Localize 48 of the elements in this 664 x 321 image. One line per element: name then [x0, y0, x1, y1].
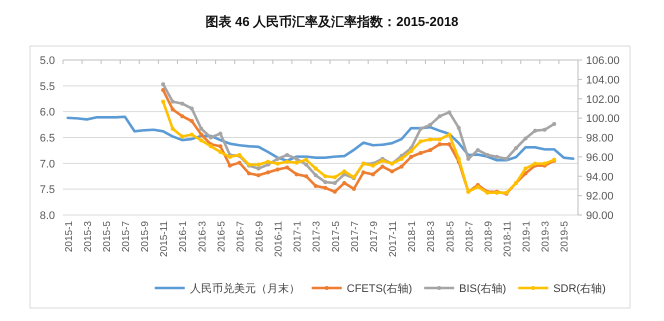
x-tick-label: 2017-7: [350, 220, 361, 252]
x-tick-label: 2017-11: [388, 220, 400, 257]
legend-label: CFETS(右轴): [346, 282, 412, 295]
y2-tick-label: 100.00: [586, 113, 620, 126]
y2-tick-label: 106.00: [586, 55, 620, 67]
x-tick-label: 2016-11: [274, 220, 285, 257]
y2-tick-label: 102.00: [586, 94, 620, 106]
x-tick-label: 2018-9: [483, 220, 494, 252]
y-tick-label: 5.0: [40, 55, 55, 67]
x-tick-label: 2016-5: [216, 220, 228, 252]
x-tick-label: 2018-1: [407, 220, 418, 252]
x-tick-label: 2015-5: [102, 220, 113, 252]
x-tick-label: 2016-9: [254, 220, 266, 252]
x-tick-label: 2017-9: [368, 220, 380, 252]
chart-title: 图表 46 人民币汇率及汇率指数：2015-2018: [206, 14, 458, 29]
legend-label: 人民币兑美元（月末）: [190, 282, 300, 295]
x-tick-label: 2019-5: [560, 220, 571, 252]
y2-tick-label: 96.00: [586, 152, 614, 164]
x-tick-label: 2017-1: [292, 220, 304, 252]
x-tick-label: 2015-3: [82, 220, 94, 252]
y-tick-label: 7.5: [40, 184, 55, 196]
legend-label: BIS(右轴): [459, 282, 506, 295]
x-tick-label: 2019-1: [522, 220, 533, 252]
y2-tick-label: 92.00: [586, 190, 614, 203]
y2-tick-label: 104.00: [586, 74, 620, 86]
x-tick-label: 2016-7: [235, 220, 246, 252]
x-tick-label: 2015-11: [159, 220, 170, 257]
x-tick-label: 2015-7: [120, 220, 132, 252]
y-tick-label: 8.0: [40, 210, 55, 222]
x-tick-label: 2019-3: [540, 220, 552, 252]
x-tick-label: 2016-3: [197, 220, 208, 252]
x-tick-label: 2015-9: [140, 220, 152, 252]
y2-tick-label: 90.00: [586, 210, 614, 222]
x-tick-label: 2018-7: [464, 220, 476, 252]
y-tick-label: 7.0: [40, 158, 55, 170]
y2-tick-label: 94.00: [586, 171, 614, 184]
x-tick-label: 2017-5: [330, 220, 342, 252]
x-tick-label: 2018-5: [445, 220, 456, 252]
x-tick-label: 2018-3: [426, 220, 438, 252]
y-tick-label: 5.5: [40, 80, 55, 93]
x-tick-label: 2017-3: [312, 220, 323, 252]
y2-tick-label: 98.00: [586, 132, 614, 144]
y-tick-label: 6.5: [40, 132, 55, 144]
x-tick-label: 2015-1: [64, 220, 75, 252]
legend-label: SDR(右轴): [553, 282, 606, 295]
x-tick-label: 2018-11: [502, 220, 514, 257]
y-tick-label: 6.0: [40, 106, 55, 119]
x-tick-label: 2016-1: [178, 220, 190, 252]
